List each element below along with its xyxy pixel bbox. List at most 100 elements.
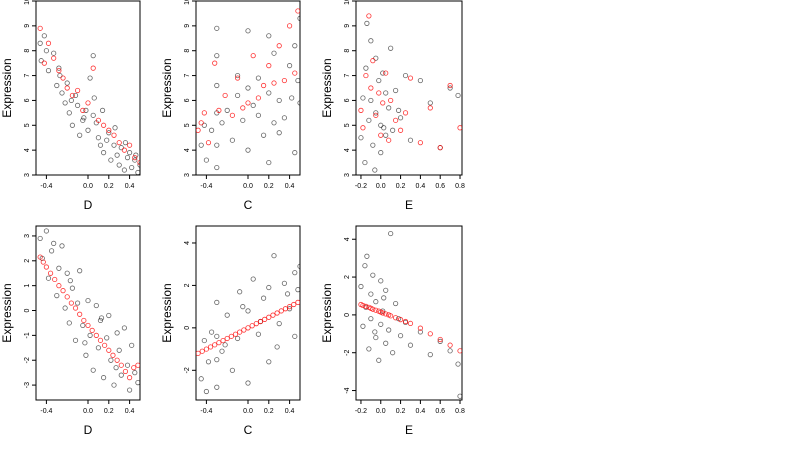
y-tick-label: 1 xyxy=(24,284,31,288)
panel-3: -0.2 0.0 0.2 0.4 0.6 0.8 3 4 5 6 7 8 9 10 E Expression xyxy=(320,0,465,212)
fitted-point xyxy=(360,125,366,131)
x-tick-label: 0.0 xyxy=(376,183,386,190)
fitted-point xyxy=(255,95,261,101)
observed-point xyxy=(75,102,81,109)
observed-point xyxy=(383,90,389,96)
fitted-point xyxy=(111,132,117,138)
fitted-point xyxy=(137,159,140,166)
observed-point xyxy=(95,345,102,351)
observed-point xyxy=(276,130,282,136)
x-tick-label: 0.0 xyxy=(243,183,253,190)
fitted-point xyxy=(295,299,300,305)
panel-6: -0.2 0.0 0.2 0.4 0.6 0.8 -4 -2 0 2 4 E Expression xyxy=(320,225,465,437)
fitted-point xyxy=(75,87,81,94)
observed-point xyxy=(368,97,374,104)
observed-point xyxy=(224,312,230,318)
observed-point xyxy=(402,72,409,79)
fitted-point xyxy=(402,318,409,325)
x-tick-label: 0.4 xyxy=(416,183,426,190)
observed-point xyxy=(62,305,68,311)
observed-point xyxy=(383,132,389,138)
observed-point xyxy=(362,159,368,166)
observed-point xyxy=(48,248,55,254)
x-axis-label: C xyxy=(244,198,253,212)
y-tick-label: 2 xyxy=(344,275,351,279)
fitted-point xyxy=(43,264,50,270)
fitted-point xyxy=(253,321,259,327)
fitted-point xyxy=(77,311,83,317)
observed-point xyxy=(66,320,72,326)
observed-point xyxy=(129,342,135,348)
fitted-point xyxy=(278,308,284,314)
x-tick-label: 0.6 xyxy=(435,408,445,415)
observed-point xyxy=(97,142,104,148)
x-tick-label: 0.2 xyxy=(396,408,406,415)
observed-point xyxy=(366,346,372,352)
observed-point xyxy=(368,38,374,44)
points xyxy=(358,13,462,173)
x-axis-label: D xyxy=(84,423,93,437)
y-tick-label: 8 xyxy=(184,49,191,53)
observed-point xyxy=(104,335,110,341)
observed-point xyxy=(245,308,251,314)
observed-point xyxy=(240,304,246,310)
fitted-point xyxy=(447,342,453,348)
observed-point xyxy=(407,137,414,143)
y-tick-label: 5 xyxy=(344,123,351,127)
fitted-point xyxy=(427,105,433,111)
observed-point xyxy=(447,85,453,91)
fitted-point xyxy=(118,362,124,368)
observed-point xyxy=(80,117,86,123)
fitted-point xyxy=(199,348,205,354)
observed-point xyxy=(455,92,461,99)
observed-point xyxy=(219,120,225,126)
fitted-point xyxy=(60,288,66,294)
observed-point xyxy=(95,135,102,141)
y-axis-label: Expression xyxy=(0,58,14,117)
y-tick-label: 6 xyxy=(184,98,191,102)
fitted-point xyxy=(383,70,389,76)
fitted-point xyxy=(373,112,379,118)
observed-point xyxy=(407,342,414,348)
y-tick-label: 0 xyxy=(344,313,351,317)
x-tick-label: 0.0 xyxy=(243,408,253,415)
observed-point xyxy=(37,235,43,242)
x-tick-label: -0.4 xyxy=(40,408,52,415)
points xyxy=(37,228,140,393)
observed-point xyxy=(245,380,251,386)
fitted-point xyxy=(90,65,96,71)
fitted-point xyxy=(216,107,222,113)
y-tick-label: -1 xyxy=(24,332,31,338)
observed-point xyxy=(57,72,63,79)
fitted-point xyxy=(417,140,423,146)
fitted-point xyxy=(56,283,62,289)
observed-point xyxy=(373,110,379,116)
x-tick-label: 0.2 xyxy=(264,183,274,190)
fitted-point xyxy=(388,97,394,104)
fitted-point xyxy=(127,142,133,148)
observed-point xyxy=(101,375,107,381)
observed-point xyxy=(90,112,96,118)
y-tick-label: 4 xyxy=(344,148,351,152)
observed-point xyxy=(245,147,251,153)
fitted-point xyxy=(40,259,46,265)
observed-point xyxy=(376,77,382,84)
observed-point xyxy=(127,387,133,393)
observed-point xyxy=(219,348,225,354)
observed-point xyxy=(127,150,133,156)
observed-point xyxy=(286,63,293,69)
fitted-point xyxy=(121,147,128,153)
observed-point xyxy=(69,285,76,291)
observed-point xyxy=(381,125,387,131)
observed-point xyxy=(85,127,91,133)
observed-point xyxy=(93,302,99,309)
x-tick-label: 0.2 xyxy=(104,408,114,415)
fitted-point xyxy=(274,310,280,316)
y-tick-label: 5 xyxy=(24,123,31,127)
observed-point xyxy=(91,95,97,101)
observed-point xyxy=(132,370,138,376)
points xyxy=(196,253,300,395)
x-tick-label: 0.2 xyxy=(264,408,274,415)
observed-point xyxy=(250,102,256,109)
